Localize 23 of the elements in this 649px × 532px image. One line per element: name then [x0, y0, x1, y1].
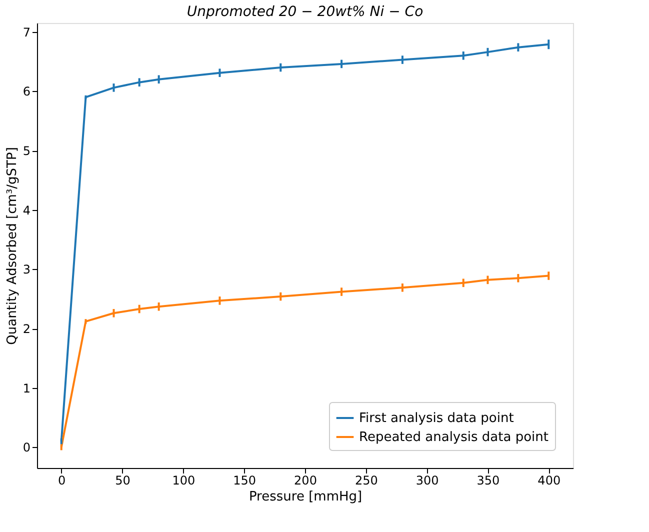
y-tick-label: 5	[22, 144, 30, 158]
x-tick-label: 50	[115, 474, 130, 488]
legend-label: Repeated analysis data point	[359, 430, 548, 445]
x-tick-label: 100	[172, 474, 196, 488]
y-axis-title: Quantity Adsorbed [cm³/gSTP]	[4, 147, 20, 345]
x-tick-label: 200	[294, 474, 317, 488]
x-axis-title: Pressure [mmHg]	[248, 490, 362, 504]
x-tick-label: 400	[538, 474, 561, 488]
y-tick-label: 0	[22, 440, 30, 455]
x-tick-label: 300	[416, 474, 439, 488]
line-series	[60, 274, 550, 448]
legend-label: First analysis data point	[359, 411, 514, 426]
y-tick-label: 2	[22, 322, 30, 336]
x-tick-label: 350	[476, 474, 500, 488]
y-tick-label: 3	[22, 262, 30, 277]
x-tick-label: 150	[233, 474, 256, 488]
y-tick-label: 7	[22, 25, 30, 40]
x-tick-label: 250	[354, 474, 378, 488]
y-tick-label: 1	[22, 381, 30, 396]
x-tick-label: 0	[58, 474, 66, 488]
y-tick-label: 6	[22, 84, 30, 99]
chart-title: Unpromoted 20 − 20wt% Ni − Co	[186, 4, 424, 20]
y-tick-label: 4	[22, 203, 30, 218]
